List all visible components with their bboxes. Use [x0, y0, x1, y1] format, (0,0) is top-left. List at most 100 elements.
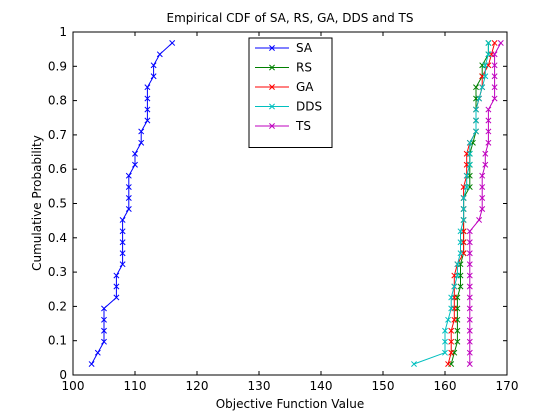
- data-point: [119, 261, 126, 268]
- data-point: [466, 239, 473, 246]
- data-point: [466, 361, 473, 367]
- data-point: [448, 338, 455, 345]
- data-point: [482, 150, 489, 157]
- data-point: [454, 272, 461, 279]
- x-tick-label: 120: [186, 379, 209, 393]
- legend-label: RS: [296, 61, 312, 75]
- data-point: [457, 250, 464, 257]
- data-point: [132, 150, 138, 157]
- data-point: [466, 294, 473, 301]
- data-point: [113, 283, 120, 290]
- data-point: [448, 305, 455, 312]
- data-point: [448, 294, 455, 301]
- data-point: [442, 349, 448, 356]
- data-point: [482, 62, 489, 69]
- legend-label: TS: [295, 119, 311, 133]
- y-axis-label: Cumulative Probability: [30, 135, 44, 271]
- x-tick-label: 100: [62, 379, 85, 393]
- x-tick-label: 150: [372, 379, 395, 393]
- data-point: [485, 40, 492, 46]
- data-point: [479, 206, 486, 212]
- data-point: [485, 51, 492, 58]
- data-point: [451, 283, 458, 290]
- y-tick-label: 0: [59, 368, 67, 382]
- data-point: [125, 206, 132, 212]
- data-point: [497, 40, 504, 46]
- data-point: [448, 327, 455, 334]
- data-point: [491, 40, 498, 46]
- data-point: [485, 139, 492, 146]
- data-point: [94, 349, 101, 356]
- y-tick-label: 0.1: [48, 334, 67, 348]
- y-tick-label: 0.7: [48, 128, 67, 142]
- legend-marker: [269, 123, 275, 129]
- data-point: [442, 338, 448, 345]
- data-point: [138, 128, 145, 135]
- data-point: [113, 294, 120, 301]
- data-point: [454, 338, 461, 345]
- data-point: [466, 161, 473, 168]
- data-point: [119, 217, 126, 223]
- legend-marker: [269, 64, 275, 71]
- data-point: [156, 51, 163, 58]
- legend-item-rs: RS: [255, 61, 312, 75]
- data-point: [466, 305, 473, 312]
- legend-marker: [269, 45, 275, 51]
- legend-box: [248, 37, 333, 148]
- data-point: [466, 349, 473, 356]
- legend-item-ga: GA: [255, 80, 314, 94]
- legend-item-sa: SA: [255, 41, 313, 55]
- data-point: [125, 184, 132, 190]
- data-point: [482, 161, 489, 168]
- series-ts: [466, 40, 504, 367]
- legend: SA RS GA DDS TS: [248, 37, 333, 148]
- series-sa: [88, 40, 176, 367]
- data-point: [485, 117, 492, 124]
- data-point: [454, 327, 461, 334]
- data-point: [144, 106, 151, 113]
- data-point: [132, 161, 138, 168]
- data-point: [101, 316, 107, 323]
- legend-label: SA: [296, 41, 313, 55]
- data-point: [491, 95, 498, 102]
- legend-label: DDS: [296, 100, 322, 114]
- y-tick-label: 0.5: [48, 197, 67, 211]
- x-tick-label: 130: [248, 379, 271, 393]
- data-point: [473, 84, 479, 91]
- y-tick-label: 0.8: [48, 94, 67, 108]
- x-axis-label: Objective Function Value: [216, 397, 365, 411]
- data-point: [88, 361, 95, 367]
- data-point: [460, 206, 467, 212]
- data-point: [457, 239, 464, 246]
- data-point: [476, 95, 483, 102]
- data-point: [466, 338, 473, 345]
- data-point: [466, 316, 473, 323]
- x-tick-label: 140: [310, 379, 333, 393]
- data-point: [466, 261, 473, 268]
- legend-marker: [269, 103, 275, 110]
- plot-area: 100 110 120 130 140 150 160 170 0 0.1 0.2 0.3 0.4 0.5…: [48, 25, 519, 393]
- series-line-sa: [91, 42, 173, 365]
- data-point: [485, 106, 492, 113]
- data-point: [125, 195, 132, 201]
- data-point: [457, 228, 464, 235]
- x-tick-label: 160: [434, 379, 457, 393]
- data-point: [466, 250, 473, 257]
- y-tick-label: 1: [59, 25, 67, 39]
- data-point: [442, 327, 448, 334]
- x-tick-label: 110: [124, 379, 147, 393]
- y-tick-label: 0.9: [48, 59, 67, 73]
- data-point: [463, 184, 470, 190]
- data-point: [101, 327, 107, 334]
- data-point: [448, 349, 455, 356]
- data-point: [491, 62, 498, 69]
- data-point: [479, 84, 486, 91]
- data-point: [473, 128, 479, 135]
- series-line-ts: [469, 42, 502, 364]
- data-point: [491, 73, 498, 80]
- legend-marker: [269, 84, 275, 90]
- data-point: [101, 305, 107, 312]
- data-point: [457, 283, 464, 290]
- data-point: [473, 117, 479, 124]
- data-point: [119, 228, 126, 235]
